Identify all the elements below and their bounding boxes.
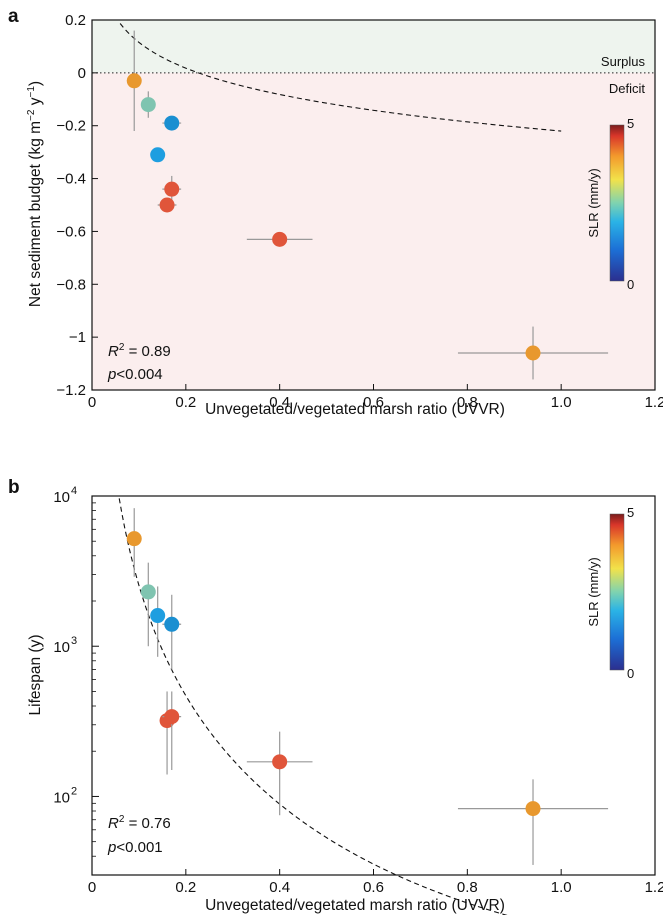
data-point (140, 91, 156, 118)
y-tick-exponent: 3 (71, 635, 77, 647)
data-point (162, 115, 182, 131)
y-tick-labels-a: 0.2 0 −0.2 −0.4 −0.6 −0.8 −1 −1.2 (56, 12, 98, 399)
y-axis-label-a: Net sediment budget (kg m−2 y−1) (26, 81, 44, 307)
data-point (162, 691, 182, 770)
fit-curve-a (119, 23, 562, 132)
y-tick-label: 10 (53, 639, 70, 656)
x-tick-label: 1.0 (551, 879, 572, 896)
y-tick-exponent: 4 (71, 485, 77, 497)
y-tick-label: 10 (53, 489, 70, 506)
data-point (162, 175, 182, 203)
colorbar-label-b: SLR (mm/y) (586, 557, 601, 626)
y-tick-label: 10 (53, 789, 70, 806)
data-point (126, 30, 142, 131)
x-tick-label: 0.4 (269, 879, 290, 896)
y-tick-exponent: 2 (71, 785, 77, 797)
data-point (162, 594, 182, 670)
x-axis-label-b: Unvegetated/vegetated marsh ratio (UVVR) (205, 897, 505, 914)
fit-curve-b (118, 498, 508, 915)
x-tick-label: 0.8 (457, 879, 478, 896)
x-axis-label-a: Unvegetated/vegetated marsh ratio (UVVR) (205, 401, 505, 418)
point-marker (525, 345, 541, 361)
x-tick-label: 0.2 (175, 879, 196, 896)
y-tick-label: 0.2 (65, 12, 86, 29)
x-tick-label: 0.6 (363, 394, 384, 411)
data-point (150, 586, 166, 657)
r2-b: R2 = 0.76 (108, 814, 171, 832)
colorbar-a (609, 124, 625, 282)
panel-b-label: b (8, 477, 20, 498)
x-tick-label: 0 (88, 394, 96, 411)
x-tick-label: 0.6 (363, 879, 384, 896)
point-marker (140, 584, 156, 600)
data-points-b (126, 508, 609, 865)
p-value-a: p<0.004 (107, 366, 163, 383)
y-tick-label: −1.2 (56, 382, 86, 399)
data-point (457, 326, 609, 380)
x-tick-label: 0.2 (175, 394, 196, 411)
data-point (246, 731, 313, 816)
point-marker (164, 709, 180, 725)
point-marker (150, 608, 166, 624)
colorbar-max-b: 5 (627, 505, 634, 520)
y-tick-label: −0.2 (56, 118, 86, 135)
deficit-label: Deficit (609, 81, 646, 96)
x-tick-label: 1.0 (551, 394, 572, 411)
point-marker (164, 115, 180, 131)
deficit-region (92, 72, 655, 390)
point-marker (525, 801, 541, 817)
point-marker (164, 616, 180, 632)
y-tick-label: −0.4 (56, 171, 86, 188)
data-point (140, 562, 156, 647)
point-marker (272, 754, 288, 770)
data-point (126, 508, 142, 577)
y-tick-label: −0.8 (56, 276, 86, 293)
data-point (457, 779, 609, 865)
y-tick-label: 0 (78, 65, 86, 82)
y-axis-label-b: Lifespan (y) (27, 635, 44, 716)
surplus-region (92, 20, 655, 73)
point-marker (126, 73, 142, 89)
plot-frame-b (91, 495, 656, 876)
point-marker (140, 97, 156, 113)
point-marker (126, 531, 142, 547)
colorbar-label-a: SLR (mm/y) (586, 168, 601, 237)
x-tick-label: 0 (88, 879, 96, 896)
data-point (150, 147, 166, 163)
y-tick-label: −1 (69, 329, 86, 346)
panel-a: a Surplus Deficit 0 0.2 0.4 0.6 0.8 1.0 1.2 0.… (8, 6, 663, 418)
point-marker (150, 147, 166, 163)
colorbar-min-b: 0 (627, 666, 634, 681)
point-marker (159, 197, 175, 213)
x-tick-label: 0.4 (269, 394, 290, 411)
colorbar-max-a: 5 (627, 116, 634, 131)
x-tick-label: 1.2 (645, 879, 663, 896)
x-tick-label: 0.8 (457, 394, 478, 411)
r2-a: R2 = 0.89 (108, 342, 171, 360)
data-point (157, 197, 177, 213)
plot-frame-a (91, 19, 656, 391)
colorbar-b (609, 513, 625, 671)
panel-a-label: a (8, 6, 19, 27)
y-tick-label: −0.6 (56, 223, 86, 240)
point-marker (272, 231, 288, 247)
x-tick-label: 1.2 (645, 394, 663, 411)
data-points-a (126, 30, 609, 380)
p-value-b: p<0.001 (107, 839, 163, 856)
data-point (246, 231, 313, 247)
surplus-label: Surplus (601, 54, 646, 69)
x-tick-labels-b: 0 0.2 0.4 0.6 0.8 1.0 1.2 (88, 869, 663, 896)
colorbar-min-a: 0 (627, 277, 634, 292)
point-marker (164, 181, 180, 197)
x-tick-labels-a: 0 0.2 0.4 0.6 0.8 1.0 1.2 (88, 384, 663, 411)
